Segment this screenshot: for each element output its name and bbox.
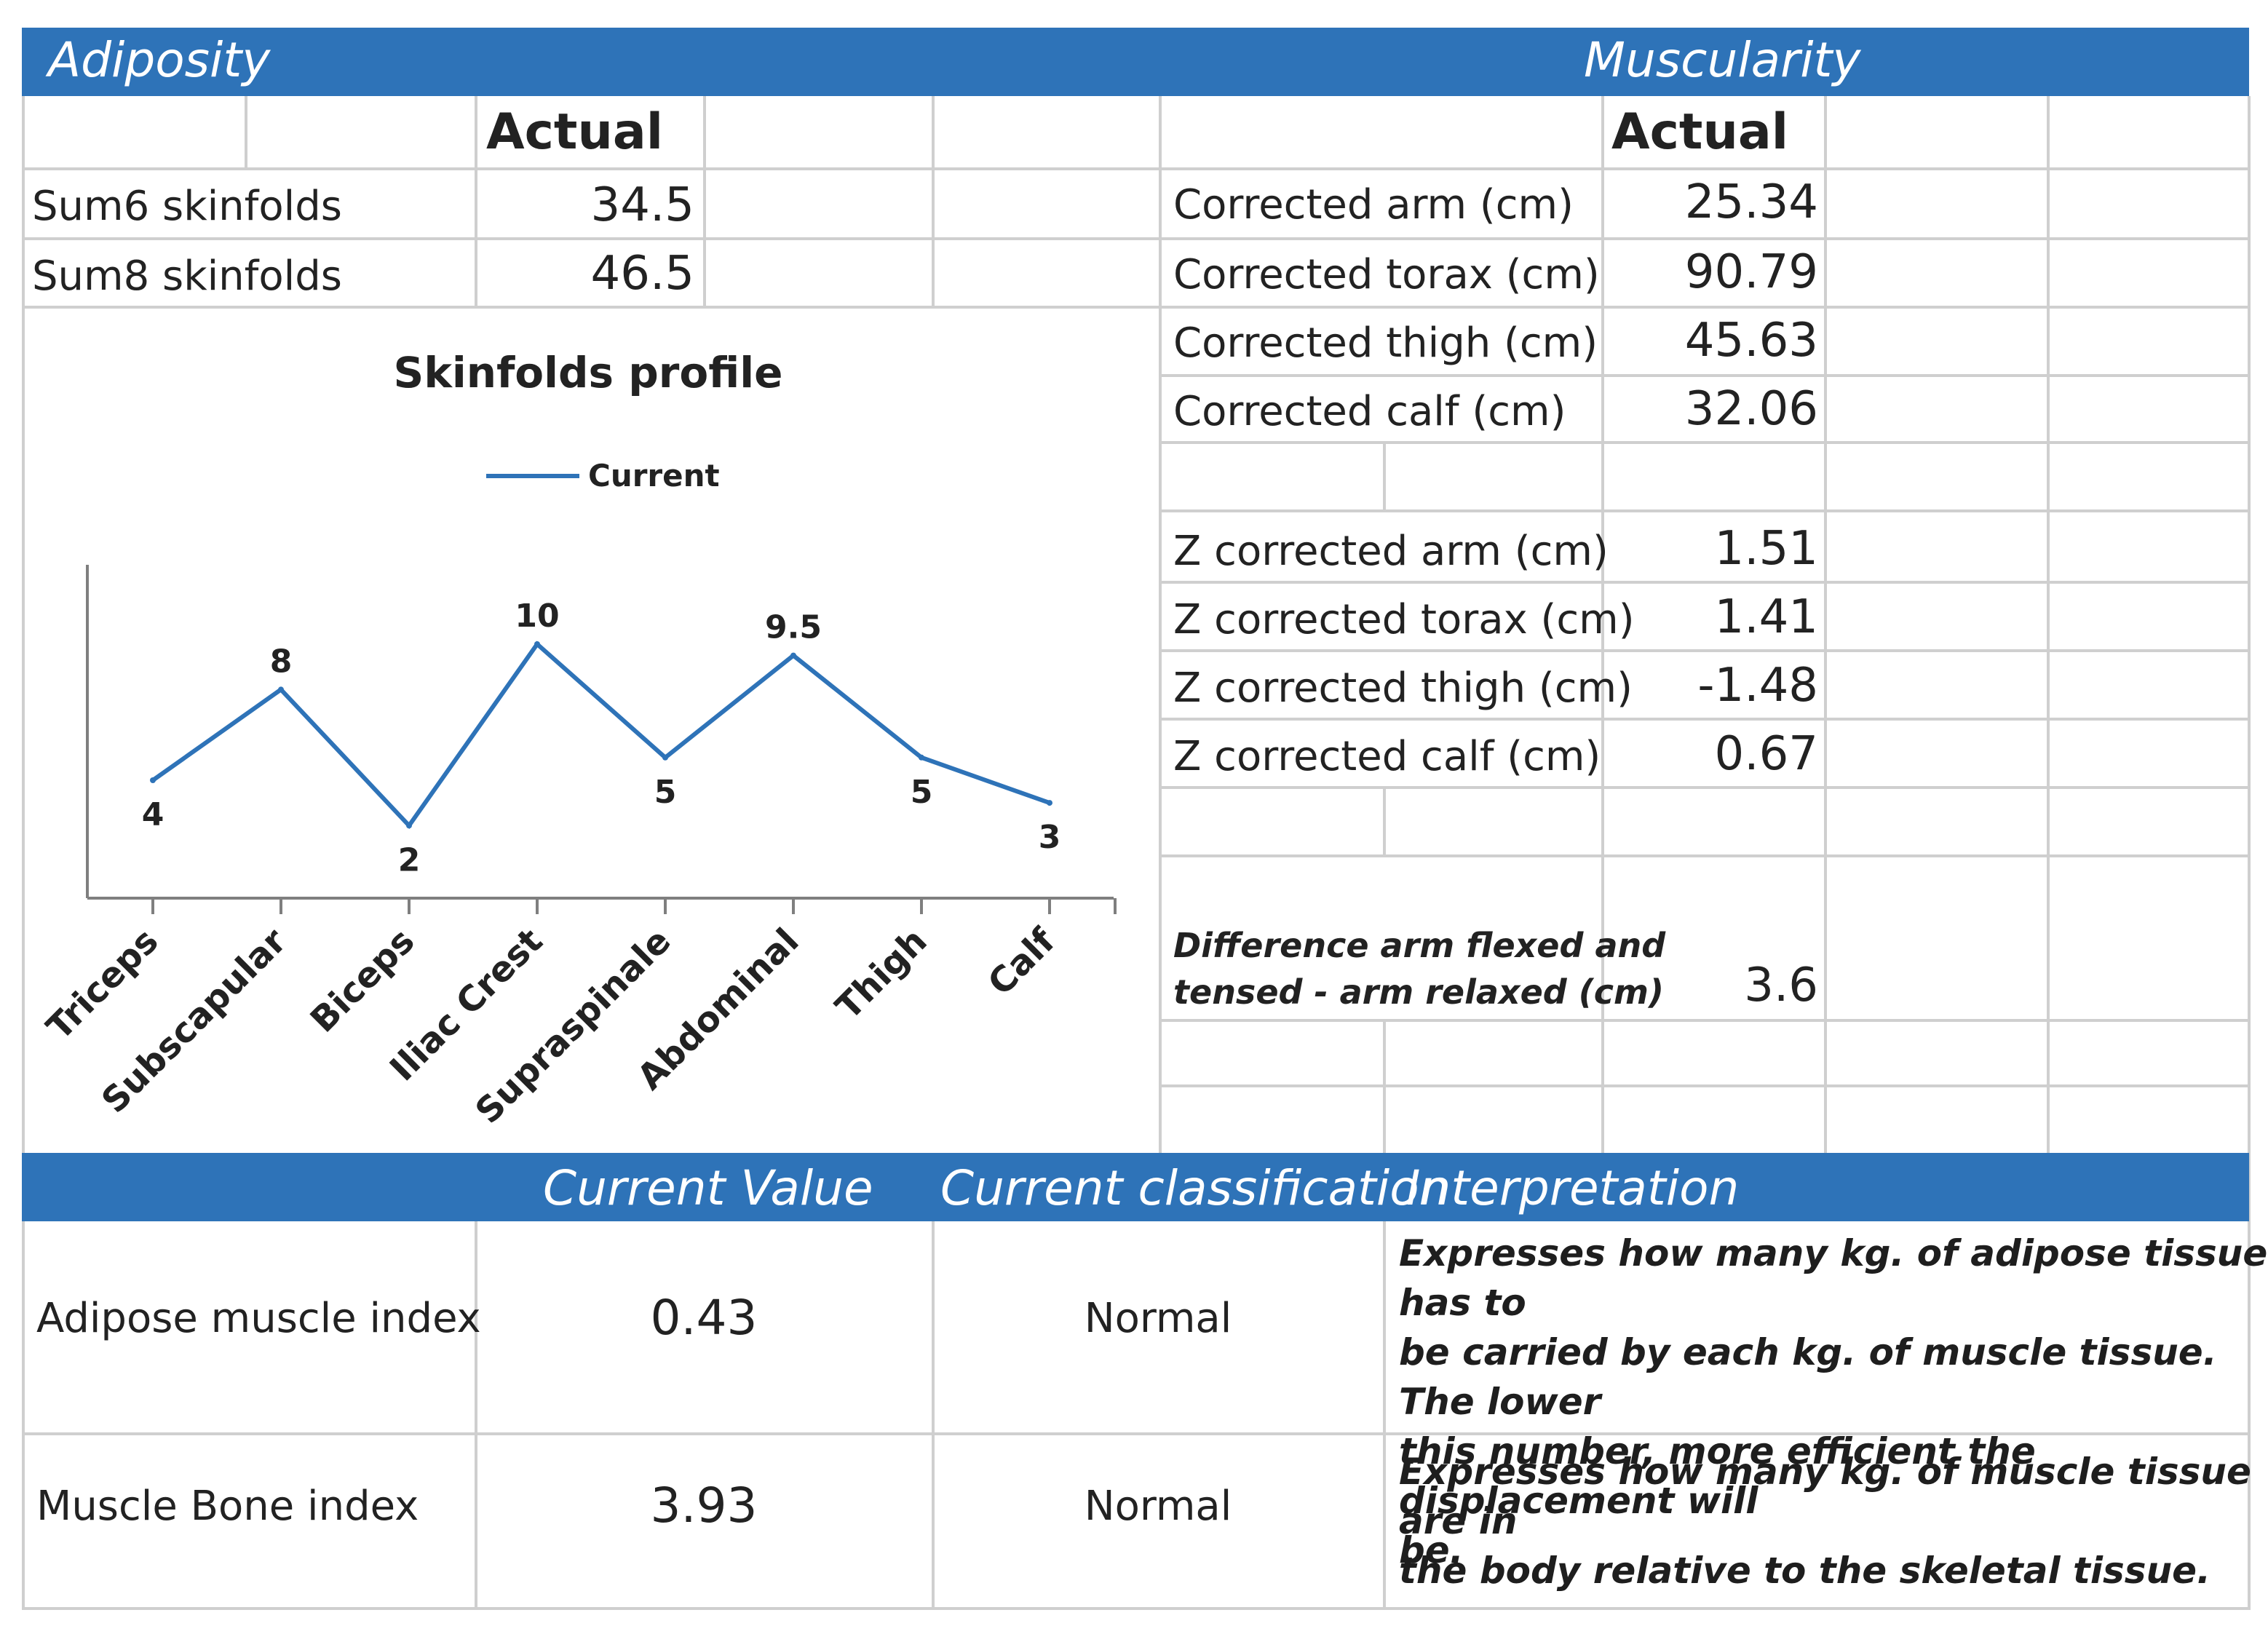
muscle-bone-index-label: Muscle Bone index — [36, 1483, 419, 1530]
series-current-line — [151, 640, 1051, 830]
z-calf-label: Z corrected calf (cm) — [1173, 733, 1601, 780]
difference-value: 3.6 — [1744, 959, 1818, 1012]
data-point — [1047, 800, 1052, 806]
interpretation-line: Expresses how many kg. of muscle tissue … — [1399, 1451, 2251, 1542]
sum6-label: Sum6 skinfolds — [32, 183, 342, 230]
adipose-muscle-index-label: Adipose muscle index — [36, 1295, 481, 1342]
corrected-calf-label: Corrected calf (cm) — [1173, 388, 1566, 435]
top-header-bar — [22, 28, 2249, 96]
corrected-arm-label: Corrected arm (cm) — [1173, 181, 1574, 229]
chart-title: Skinfolds profile — [394, 348, 783, 397]
z-calf-value: 0.67 — [1714, 727, 1819, 781]
legend-label: Current — [588, 458, 720, 493]
sum6-value: 34.5 — [590, 178, 695, 232]
interpretation-line: Expresses how many kg. of adipose tissue… — [1399, 1232, 2268, 1324]
corrected-thigh-value: 45.63 — [1684, 314, 1818, 368]
muscle-bone-interpretation: Expresses how many kg. of muscle tissue … — [1399, 1447, 2268, 1595]
adipose-muscle-index-value: 0.43 — [650, 1290, 758, 1346]
corrected-calf-value: 32.06 — [1684, 382, 1818, 436]
interpretation-line: this number, more efficient the displace… — [1399, 1430, 2036, 1522]
z-arm-label: Z corrected arm (cm) — [1173, 528, 1609, 575]
corrected-torax-value: 90.79 — [1684, 245, 1818, 299]
data-label: 9.5 — [765, 609, 822, 646]
z-torax-label: Z corrected torax (cm) — [1173, 596, 1635, 643]
corrected-torax-label: Corrected torax (cm) — [1173, 251, 1600, 298]
data-label: 3 — [1039, 819, 1061, 856]
sum8-label: Sum8 skinfolds — [32, 253, 342, 300]
adiposity-title: Adiposity — [48, 32, 271, 88]
adipose-muscle-interpretation: Expresses how many kg. of adipose tissue… — [1399, 1229, 2268, 1575]
corrected-thigh-label: Corrected thigh (cm) — [1173, 320, 1598, 367]
sum8-value: 46.5 — [590, 247, 695, 301]
data-point — [790, 652, 796, 659]
indices-header-bar — [22, 1153, 2249, 1221]
data-label: 2 — [398, 841, 421, 878]
data-label: 8 — [270, 643, 293, 680]
data-label: 5 — [654, 774, 677, 811]
data-point — [150, 777, 156, 783]
interpretation-line: be. — [1399, 1529, 1464, 1571]
data-label: 10 — [515, 598, 559, 635]
z-arm-value: 1.51 — [1714, 522, 1819, 576]
adiposity-actual-header: Actual — [486, 103, 664, 161]
difference-label-line1: Difference arm flexed and — [1173, 926, 1666, 965]
z-torax-value: 1.41 — [1714, 590, 1819, 644]
data-point — [278, 686, 284, 693]
data-point — [919, 754, 924, 761]
data-label: 4 — [142, 796, 164, 833]
data-point — [406, 822, 412, 829]
data-point — [662, 754, 668, 761]
muscularity-title: Muscularity — [1584, 32, 1861, 88]
corrected-arm-value: 25.34 — [1684, 175, 1818, 229]
current-classification-header: Current classification — [940, 1160, 1450, 1216]
z-thigh-value: -1.48 — [1697, 659, 1818, 713]
interpretation-line: the body relative to the skeletal tissue… — [1399, 1550, 2211, 1592]
adipose-muscle-index-classification: Normal — [1084, 1295, 1232, 1342]
x-tick-label: Thigh — [828, 921, 935, 1028]
x-tick-label: Biceps — [303, 921, 423, 1041]
z-thigh-label: Z corrected thigh (cm) — [1173, 665, 1633, 712]
interpretation-line: be carried by each kg. of muscle tissue.… — [1399, 1331, 2217, 1423]
muscle-bone-index-classification: Normal — [1084, 1483, 1232, 1530]
x-tick-label: Calf — [980, 920, 1064, 1004]
skinfolds-profile-chart: Skinfolds profile Current 4 8 2 10 5 9.5 5 3 Tri… — [39, 348, 1117, 1132]
current-value-header: Current Value — [543, 1160, 873, 1216]
data-point — [534, 641, 540, 647]
difference-label-line2: tensed - arm relaxed (cm) — [1173, 972, 1664, 1012]
x-tick-label: Triceps — [39, 921, 166, 1048]
data-label: 5 — [911, 774, 933, 811]
interpretation-header: Interpretation — [1406, 1160, 1740, 1216]
muscle-bone-index-value: 3.93 — [650, 1478, 758, 1534]
muscularity-actual-header: Actual — [1611, 103, 1789, 161]
